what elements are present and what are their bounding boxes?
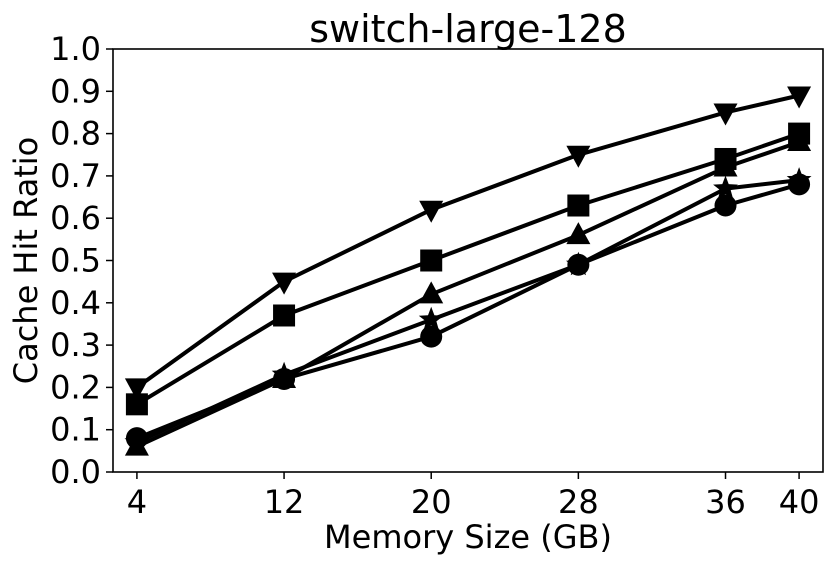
x-tick-label: 28 — [558, 483, 599, 521]
y-tick-label: 0.9 — [50, 72, 101, 110]
data-point-circle — [125, 427, 148, 450]
data-point-triangle-down — [566, 145, 591, 168]
chart-title: switch-large-128 — [309, 7, 627, 51]
x-tick-label: 40 — [779, 483, 820, 521]
data-point-triangle-up — [713, 154, 738, 177]
data-point-star — [713, 175, 738, 200]
series-line-circle — [136, 182, 800, 441]
y-tick-label: 0.2 — [50, 368, 101, 406]
y-tick-label: 0.1 — [50, 411, 101, 449]
data-point-square — [273, 304, 296, 327]
plot-frame — [112, 48, 824, 473]
x-tick-label: 4 — [127, 483, 147, 521]
data-point-triangle-down — [124, 378, 149, 401]
series-line-triangle-up — [136, 140, 800, 449]
data-point-triangle-up — [787, 129, 812, 152]
series-lines — [135, 93, 800, 449]
y-tick-label: 0.8 — [50, 115, 101, 153]
y-tick-label: 0.7 — [50, 157, 101, 195]
x-axis-title: Memory Size (GB) — [324, 518, 612, 556]
data-point-triangle-up — [419, 281, 444, 304]
data-point-triangle-up — [566, 222, 591, 245]
y-tick-label: 0.0 — [50, 453, 101, 491]
series-markers — [124, 86, 812, 456]
data-point-triangle-down — [713, 103, 738, 126]
data-point-triangle-down — [787, 86, 812, 109]
series-line-star — [136, 178, 800, 445]
data-point-star — [418, 306, 444, 331]
series-line-triangle-down — [135, 93, 800, 390]
y-axis-title: Cache Hit Ratio — [7, 137, 45, 385]
data-point-circle — [420, 325, 443, 348]
data-point-square — [567, 194, 590, 217]
data-point-circle — [714, 194, 737, 217]
y-axis-ticks: 0.0 0.1 0.2 0.3 0.4 0.5 0.6 0.7 0.8 0.9 1.0 — [50, 30, 113, 491]
y-tick-label: 0.4 — [50, 284, 101, 322]
series-line-square — [135, 131, 800, 407]
data-point-square — [125, 393, 148, 416]
x-tick-label: 12 — [264, 483, 305, 521]
data-point-circle — [567, 253, 590, 276]
y-tick-label: 0.6 — [50, 199, 101, 237]
y-tick-label: 0.5 — [50, 242, 101, 280]
x-tick-label: 20 — [411, 483, 452, 521]
data-point-triangle-down — [272, 272, 297, 295]
data-point-circle — [788, 173, 811, 196]
x-axis-ticks: 4 12 20 28 36 40 — [127, 472, 820, 521]
data-point-circle — [273, 367, 296, 390]
x-tick-label: 36 — [705, 483, 746, 521]
data-point-square — [420, 249, 443, 272]
data-point-triangle-down — [419, 200, 444, 223]
y-tick-label: 0.3 — [50, 326, 101, 364]
y-tick-label: 1.0 — [50, 30, 101, 68]
